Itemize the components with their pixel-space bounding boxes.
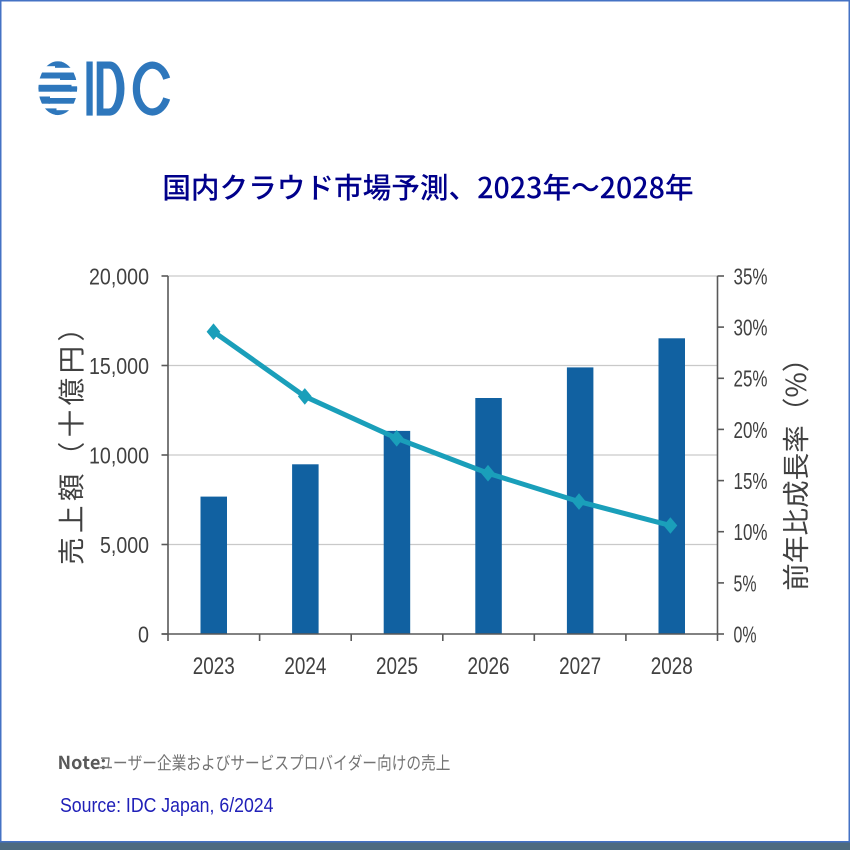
svg-text:5,000: 5,000 (100, 532, 149, 558)
svg-text:2027: 2027 (559, 653, 601, 680)
svg-text:15,000: 15,000 (89, 353, 149, 379)
svg-text:2026: 2026 (468, 653, 510, 680)
svg-text:5%: 5% (734, 570, 757, 596)
svg-text:20,000: 20,000 (89, 263, 149, 289)
svg-text:0%: 0% (734, 621, 757, 647)
svg-text:35%: 35% (734, 263, 768, 289)
svg-text:2028: 2028 (651, 653, 693, 680)
svg-text:Source: IDC Japan, 6/2024: Source: IDC Japan, 6/2024 (60, 795, 274, 817)
svg-text:10%: 10% (734, 519, 768, 545)
svg-text:2025: 2025 (376, 653, 418, 680)
svg-text:2023: 2023 (193, 653, 235, 680)
svg-text:20%: 20% (734, 417, 768, 443)
svg-text:2024: 2024 (284, 653, 326, 680)
svg-text:30%: 30% (734, 315, 768, 341)
svg-text:10,000: 10,000 (89, 442, 149, 468)
svg-text:15%: 15% (734, 468, 768, 494)
svg-text:0: 0 (138, 621, 149, 647)
svg-text:25%: 25% (734, 366, 768, 392)
